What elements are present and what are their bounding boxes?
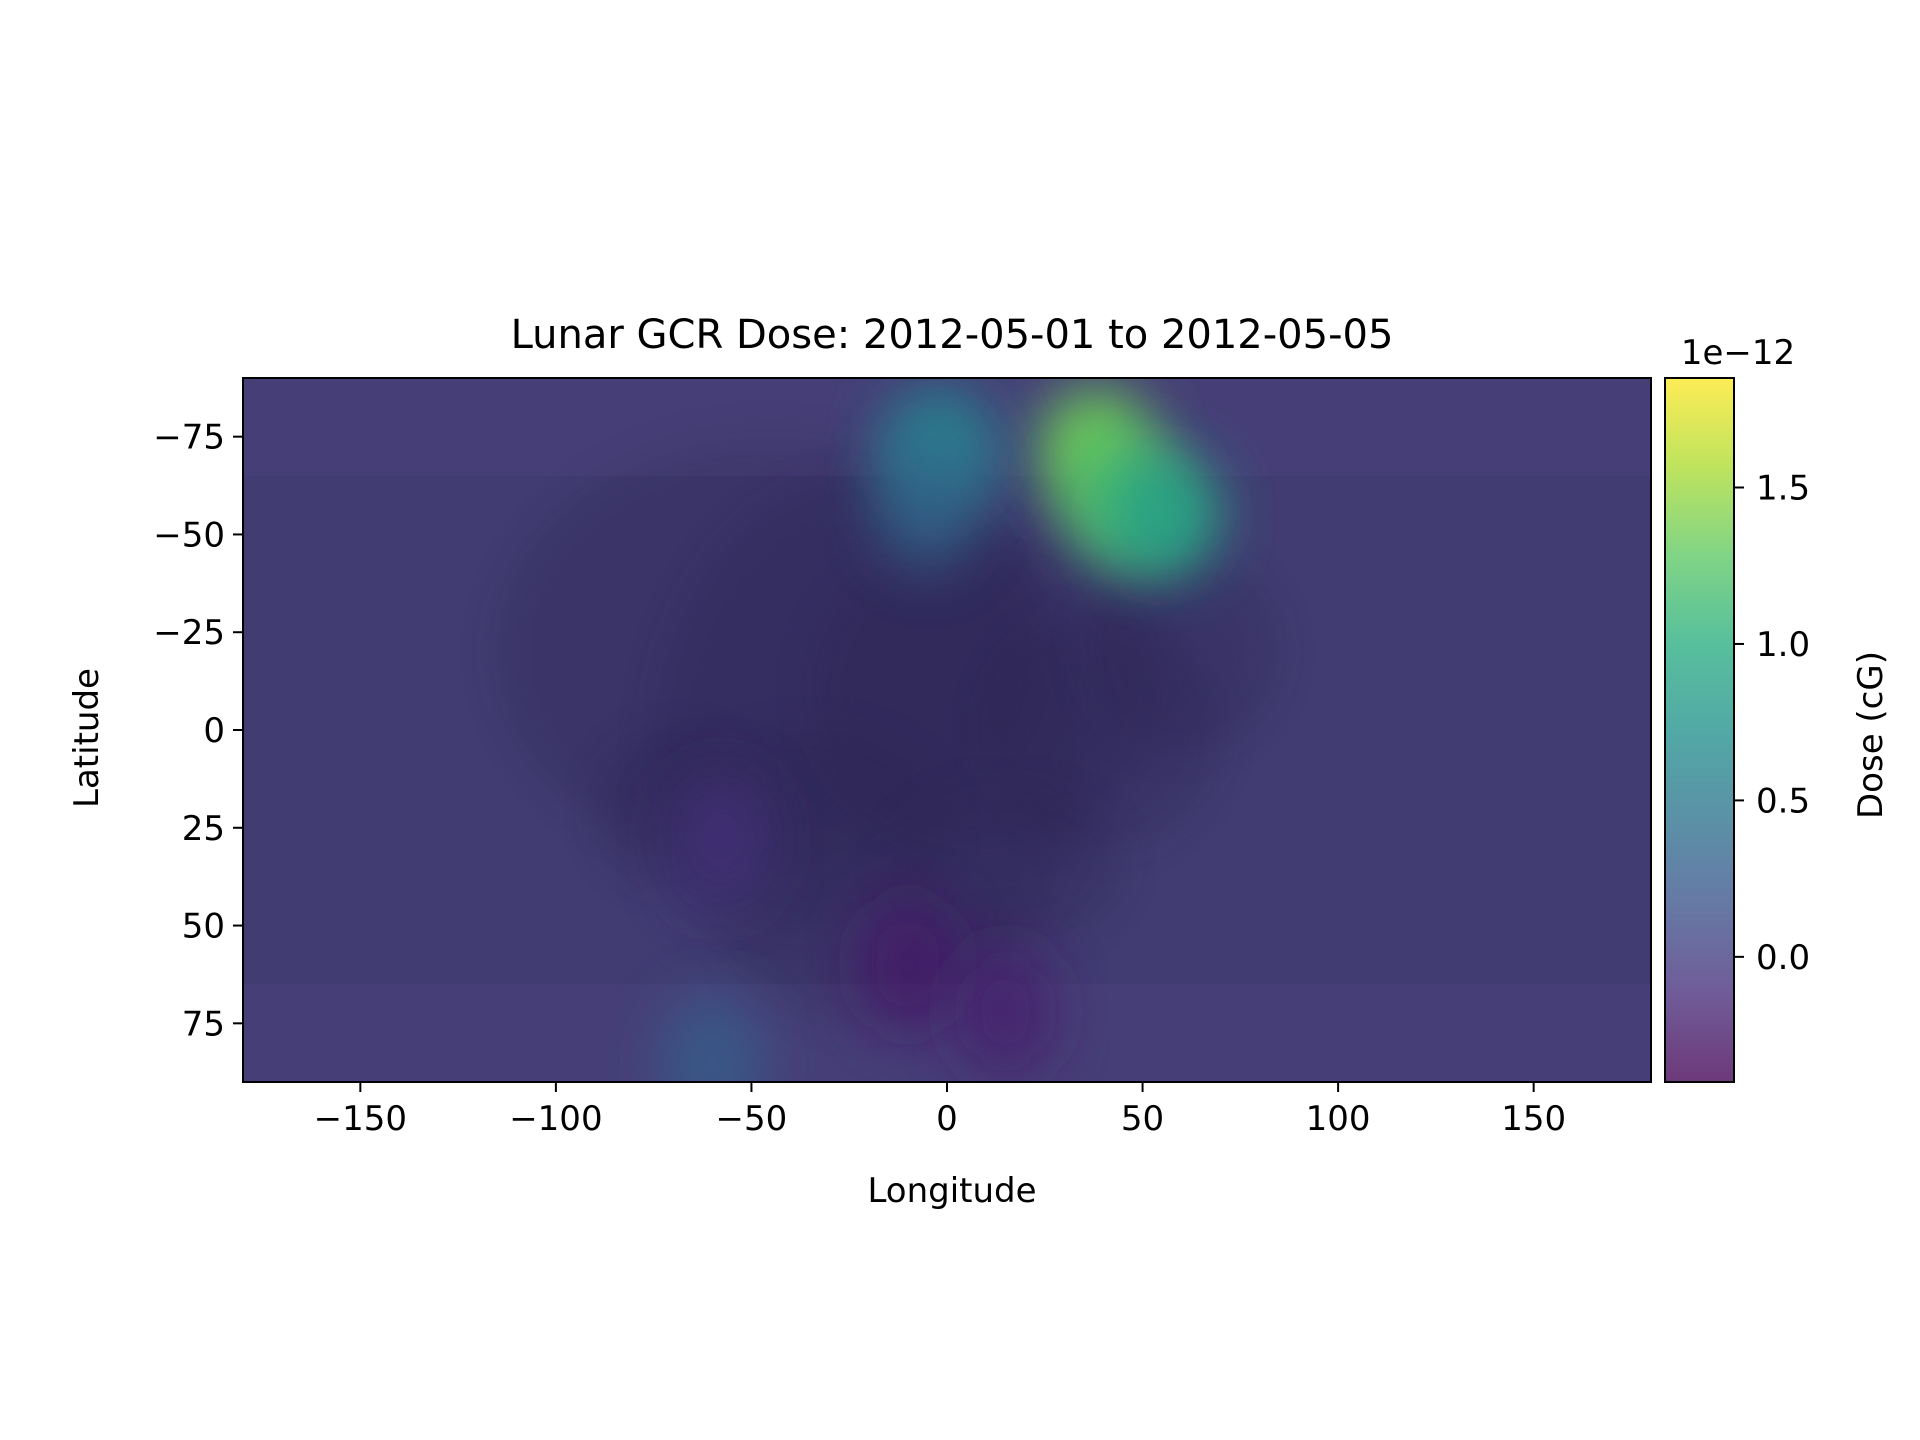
x-axis-label: Longitude — [867, 1171, 1036, 1211]
x-tick-label: 150 — [1501, 1099, 1566, 1139]
mare-region — [1083, 554, 1280, 750]
y-tick-label: 25 — [182, 809, 225, 849]
mare-region — [888, 788, 1123, 946]
colorbar-frame — [1664, 377, 1735, 1083]
y-tick-label: 75 — [182, 1004, 225, 1044]
colorbar-gradient — [1665, 378, 1734, 1082]
colorbar-tick-label: 1.0 — [1756, 625, 1810, 665]
y-tick-label: 50 — [182, 907, 225, 947]
y-tick-label: −50 — [153, 515, 225, 555]
y-axis-label: Latitude — [67, 668, 107, 808]
colorbar: 0.0 0.5 1.0 1.5 1e−12 Dose (cG) — [1664, 333, 1891, 1083]
chart-title: Lunar GCR Dose: 2012-05-01 to 2012-05-05 — [511, 312, 1394, 358]
y-axis: −75 −50 −25 0 25 50 75 — [153, 418, 243, 1044]
plot-area — [242, 377, 1652, 1083]
dose-hotspot — [875, 435, 980, 572]
colorbar-ticks: 0.0 0.5 1.0 1.5 — [1734, 469, 1810, 978]
dose-hotspot — [660, 994, 765, 1082]
colorbar-offset-label: 1e−12 — [1681, 333, 1795, 373]
dose-hotspot — [668, 771, 773, 908]
x-tick-label: −100 — [509, 1099, 602, 1139]
x-tick-label: 100 — [1306, 1099, 1371, 1139]
dose-hotspot — [953, 943, 1058, 1080]
x-tick-label: 0 — [936, 1099, 958, 1139]
y-tick-label: −25 — [153, 613, 225, 653]
dose-hotspot — [855, 896, 960, 1033]
colorbar-label: Dose (cG) — [1851, 651, 1891, 819]
x-tick-label: 50 — [1121, 1099, 1164, 1139]
x-axis: −150 −100 −50 0 50 100 150 — [314, 1082, 1566, 1139]
colorbar-tick-label: 1.5 — [1756, 469, 1810, 509]
dose-hotspot — [1104, 452, 1221, 577]
colorbar-tick-label: 0.0 — [1756, 938, 1810, 978]
y-tick-label: 0 — [203, 711, 225, 751]
colorbar-tick-label: 0.5 — [1756, 781, 1810, 821]
x-tick-label: −50 — [716, 1099, 788, 1139]
dose-hotspots — [660, 386, 1221, 1082]
x-tick-label: −150 — [314, 1099, 407, 1139]
y-tick-label: −75 — [153, 418, 225, 458]
